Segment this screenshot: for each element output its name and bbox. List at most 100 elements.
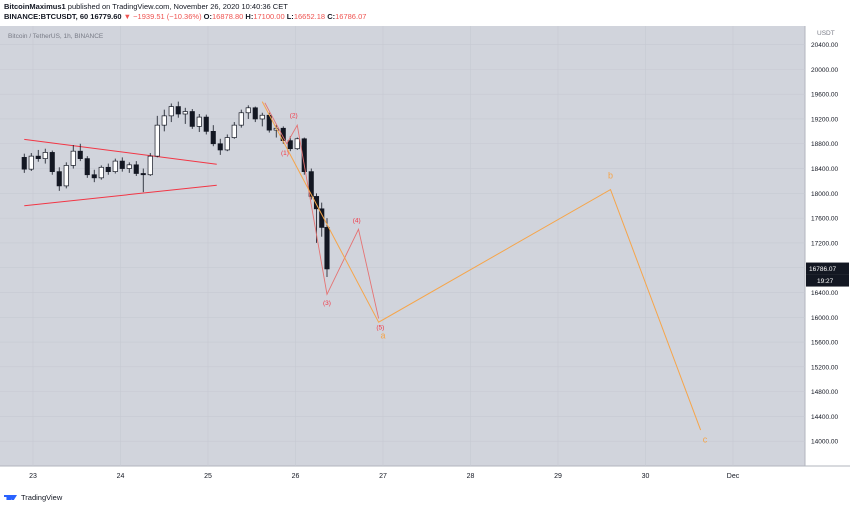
candle-body <box>313 196 320 210</box>
candle <box>56 167 62 191</box>
triangle-upper-line <box>24 138 217 165</box>
wave-label: b <box>608 170 613 180</box>
candle-body <box>98 166 104 179</box>
countdown-label: 19:27 <box>817 278 834 285</box>
candle-body <box>287 140 293 150</box>
low-value: 16652.18 <box>293 12 326 21</box>
price-axis-background <box>805 26 850 466</box>
candle <box>203 114 209 135</box>
plot-background <box>0 26 805 466</box>
elliott-wave-impulse <box>264 102 380 319</box>
candle-body <box>161 115 167 126</box>
chart-title: Bitcoin / TetherUS, 1h, BINANCE <box>8 33 104 40</box>
wave-label: (2) <box>290 113 298 120</box>
candle-body <box>245 107 251 114</box>
price-tick-label: 16400.00 <box>811 290 838 297</box>
candle <box>63 162 69 189</box>
price-tick-label: 18800.00 <box>811 141 838 148</box>
price-tick-label: 14400.00 <box>811 414 838 421</box>
candle-body <box>49 152 55 172</box>
time-tick-label: 29 <box>554 473 562 480</box>
tradingview-logo-icon <box>4 493 18 502</box>
wave-label: (5) <box>376 325 384 332</box>
candle <box>196 114 202 132</box>
chart-area[interactable]: 14000.00 14400.00 14800.00 15200.00 15600.00… <box>0 26 850 492</box>
close-label: C: <box>327 12 336 21</box>
price-tick-label: 20000.00 <box>811 67 838 74</box>
price-change: ▼ −1939.51 (−10.36%) <box>123 12 202 21</box>
candle <box>126 162 132 173</box>
candle <box>133 161 139 176</box>
candle-body <box>301 138 307 172</box>
price-tick-label: 17600.00 <box>811 216 838 223</box>
candle <box>294 137 300 150</box>
last-price-tag: 16786.07 19:27 <box>806 262 849 287</box>
candle <box>301 137 307 175</box>
candle-body <box>77 150 83 159</box>
candle <box>77 143 83 162</box>
time-tick-label: 27 <box>379 473 387 480</box>
candle <box>70 144 76 169</box>
candle-body <box>70 150 76 166</box>
price-chart[interactable]: 14000.00 14400.00 14800.00 15200.00 15600.00… <box>0 26 850 492</box>
candle <box>28 153 34 172</box>
open-label: O: <box>203 12 213 21</box>
candle-body <box>133 164 139 174</box>
candle <box>84 156 90 178</box>
chart-header: BitcoinMaximus1 published on TradingView… <box>4 2 366 22</box>
last-price-box <box>806 262 849 275</box>
wave-label: c <box>703 434 708 444</box>
candle-body <box>112 160 118 172</box>
candle-body <box>203 116 209 132</box>
candle <box>287 136 293 152</box>
wave-label: (1) <box>281 150 289 157</box>
candle-body <box>147 155 153 176</box>
wave-label: (4) <box>353 217 361 224</box>
candle <box>147 153 153 176</box>
elliott-wave-abc <box>261 101 702 431</box>
candle-body <box>154 124 160 157</box>
triangle-lower-line <box>24 184 217 207</box>
time-tick-label: 25 <box>204 473 212 480</box>
price-tick-label: 19600.00 <box>811 92 838 99</box>
candle-body <box>210 131 216 145</box>
publish-line: BitcoinMaximus1 published on TradingView… <box>4 2 366 12</box>
triangle-pattern <box>24 138 217 207</box>
candle <box>140 168 146 193</box>
candle <box>91 169 97 183</box>
wave-label: a <box>380 330 385 340</box>
candle-body <box>56 171 62 187</box>
candle <box>245 105 251 119</box>
candle <box>112 158 118 174</box>
candle <box>224 134 230 152</box>
time-tick-label: 24 <box>117 473 125 480</box>
tradingview-label: TradingView <box>21 493 63 502</box>
candle-body <box>294 138 300 150</box>
open-value: 16878.80 <box>212 12 244 21</box>
candle-body <box>63 165 69 187</box>
countdown-box <box>806 274 849 287</box>
author-name[interactable]: BitcoinMaximus1 <box>4 2 66 11</box>
wave-label: (3) <box>323 300 331 307</box>
candle-body <box>91 174 97 179</box>
ohlc-line: BINANCE:BTCUSDT, 60 16779.60 ▼ −1939.51 … <box>4 12 366 22</box>
candle-body <box>21 157 27 170</box>
symbol-label: BINANCE:BTCUSDT, 60 <box>4 12 89 21</box>
price-tick-label: 15600.00 <box>811 340 838 347</box>
candle <box>49 150 55 175</box>
price-tick-label: 15200.00 <box>811 364 838 371</box>
candle <box>98 165 104 180</box>
candle <box>238 109 244 128</box>
candle <box>175 101 181 118</box>
close-value: 16786.07 <box>335 12 367 21</box>
candle-body <box>217 143 223 151</box>
candle <box>324 218 330 277</box>
candle <box>161 109 167 132</box>
tradingview-watermark[interactable]: TradingView <box>4 493 62 502</box>
grid-lines <box>0 26 805 466</box>
candle-body <box>224 137 230 151</box>
high-label: H: <box>245 12 254 21</box>
time-tick-label: Dec <box>727 473 740 480</box>
publish-info: published on TradingView.com, November 2… <box>67 2 288 11</box>
price-tick-label: 16000.00 <box>811 315 838 322</box>
